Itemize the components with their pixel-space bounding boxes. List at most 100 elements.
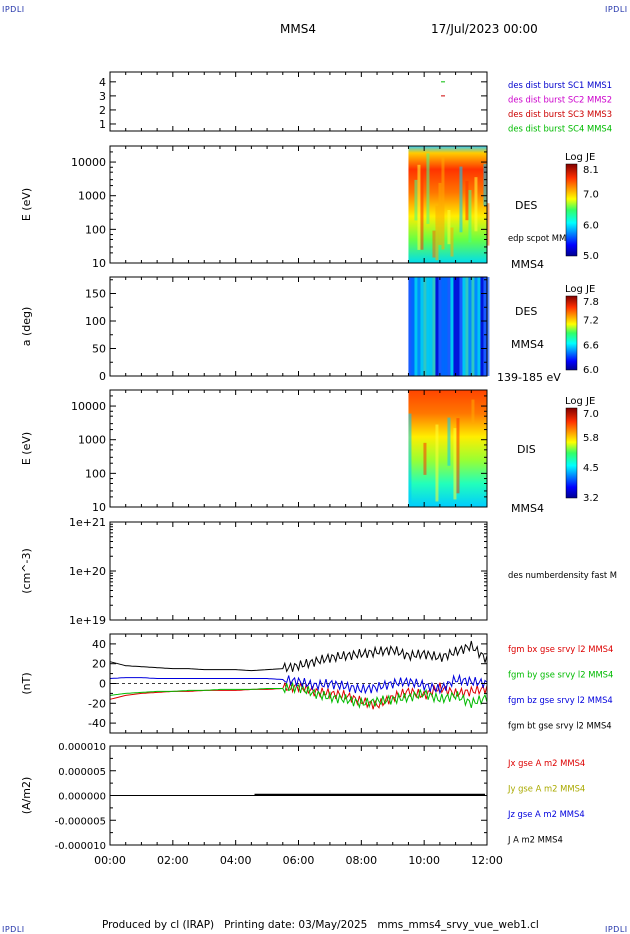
- time-tick-label: 08:00: [345, 854, 377, 867]
- current-legend-entry: Jy gse A m2 MMS4: [507, 784, 585, 794]
- spectrogram-cell: [408, 413, 412, 503]
- colorbar: [565, 407, 578, 499]
- y-tick-label: 10000: [71, 156, 106, 169]
- colorbar-tick-label: 4.5: [583, 463, 599, 474]
- y-tick-label: 4: [99, 76, 106, 89]
- colorbar-tick-label: 6.0: [583, 365, 599, 376]
- burst-legend-entry: des dist burst SC2 MMS2: [508, 95, 612, 105]
- spectrogram-cell: [438, 182, 442, 245]
- spectrogram-cell: [420, 171, 424, 250]
- y-tick-label: 0.000000: [58, 792, 106, 803]
- burst-legend-entry: des dist burst SC3 MMS3: [508, 109, 612, 119]
- spectrogram-cell: [465, 181, 469, 221]
- spectrogram-cell: [486, 203, 490, 246]
- corner-tag-bottom-right: IPDLI: [605, 925, 628, 934]
- spectrogram-cell: [471, 399, 475, 424]
- time-tick-label: 12:00: [471, 854, 503, 867]
- corner-tag-bottom-left: IPDLI: [2, 925, 25, 934]
- colorbar: [565, 163, 578, 257]
- panel-label-below: 139-185 eV: [497, 371, 561, 384]
- current-legend-entry: J A m2 MMS4: [507, 835, 563, 845]
- y-tick-label: 50: [92, 343, 106, 356]
- colorbar-tick-label: 7.8: [583, 297, 599, 308]
- y-axis-label: (nT): [20, 672, 33, 694]
- spectrogram-cell: [447, 210, 451, 245]
- spectrogram-cell: [450, 227, 454, 257]
- y-tick-label: 1e+20: [69, 565, 106, 578]
- y-tick-label: 0.000010: [58, 742, 106, 753]
- footer-filename: mms_mms4_srvy_vue_web1.cl: [377, 919, 539, 931]
- panel-frame: [109, 521, 488, 621]
- time-tick-label: 02:00: [157, 854, 189, 867]
- colorbar: [565, 295, 578, 371]
- spectrogram-cell: [411, 277, 415, 376]
- spectrogram-cell: [441, 156, 445, 250]
- spectrogram-cell: [483, 277, 487, 376]
- spectrogram-cell: [435, 277, 439, 376]
- colorbar-tick-label: 7.0: [583, 190, 599, 201]
- y-tick-label: 1e+19: [69, 614, 106, 627]
- y-tick-label: -40: [88, 717, 106, 730]
- y-tick-label: -0.000005: [55, 816, 106, 827]
- colorbar-tick-label: 8.1: [583, 165, 599, 176]
- colorbar-tick-label: 5.0: [583, 251, 599, 262]
- spectrogram-cell: [435, 424, 439, 502]
- y-tick-label: 0.000005: [58, 767, 106, 778]
- colorbar-tick-label: 5.8: [583, 433, 599, 444]
- y-tick-label: 3: [99, 90, 106, 103]
- spectrogram-cell: [414, 179, 418, 221]
- time-tick-label: 00:00: [94, 854, 126, 867]
- magnetic-field-panel: 40 20 0 -20 -40 (nT) fgm bx gse srvy l2 MMS4 fg…: [20, 633, 613, 734]
- y-tick-label: 10: [92, 257, 106, 270]
- spectrogram-cell: [480, 277, 484, 376]
- spectrogram-cell: [432, 230, 436, 258]
- y-tick-label: 0: [99, 678, 106, 691]
- current-density-panel: 0.000010 0.000005 0.000000 -0.000005 -0.0000…: [20, 742, 585, 852]
- spectrogram-cell: [414, 277, 418, 376]
- bfield-legend-entry: fgm bz gse srvy l2 MMS4: [508, 695, 613, 705]
- y-tick-label: 1000: [78, 434, 106, 447]
- y-tick-label: 0: [99, 370, 106, 383]
- spectrogram-cell: [453, 428, 457, 500]
- time-tick-label: 04:00: [220, 854, 252, 867]
- spacecraft-title: MMS4: [280, 22, 316, 36]
- bfield-series-line: [109, 673, 488, 695]
- spectrogram-cell: [417, 277, 421, 376]
- footer: Produced by cl (IRAP) Printing date: 03/…: [102, 919, 539, 931]
- colorbar-tick-label: 7.0: [583, 409, 599, 420]
- spectrogram-cell: [483, 163, 487, 206]
- datetime-title: 17/Jul/2023 00:00: [431, 22, 538, 36]
- bfield-series-line: [109, 640, 488, 673]
- y-axis-label: a (deg): [20, 307, 33, 347]
- spectrogram-cell: [456, 277, 460, 376]
- burst-legend-entry: des dist burst SC4 MMS4: [508, 124, 612, 134]
- y-tick-label: 2: [99, 104, 106, 117]
- spectrogram-cell: [444, 277, 448, 376]
- colorbar-tick-label: 3.2: [583, 493, 599, 504]
- bfield-series-line: [109, 681, 488, 709]
- spectrogram-cell: [474, 277, 478, 376]
- current-legend-entry: Jx gse A m2 MMS4: [507, 758, 585, 768]
- y-tick-label: 150: [85, 288, 106, 301]
- colorbar-tick-label: 6.6: [583, 340, 599, 351]
- current-legend-entry: Jz gse A m2 MMS4: [507, 809, 585, 819]
- spectrogram-cell: [429, 277, 433, 376]
- spectrogram-cell: [456, 418, 460, 494]
- y-axis-label: (A/m2): [20, 777, 33, 815]
- spectrogram-cell: [420, 277, 424, 376]
- y-tick-label: 40: [92, 638, 106, 651]
- panel-sublabel: edp scpot MMS4: [508, 233, 577, 243]
- y-tick-label: 1e+21: [69, 516, 106, 529]
- panel-label-below: MMS4: [511, 502, 544, 515]
- panel-label: DES: [515, 305, 537, 318]
- spectrogram-cell: [432, 277, 436, 376]
- footer-produced-by: Produced by cl (IRAP): [102, 919, 215, 931]
- panel-label: DIS: [517, 443, 536, 456]
- spectrogram-cell: [447, 277, 451, 376]
- spectrogram-cell: [453, 277, 457, 376]
- y-axis-label: E (eV): [20, 432, 33, 465]
- spectrogram-cell: [474, 177, 478, 232]
- time-tick-label: 10:00: [408, 854, 440, 867]
